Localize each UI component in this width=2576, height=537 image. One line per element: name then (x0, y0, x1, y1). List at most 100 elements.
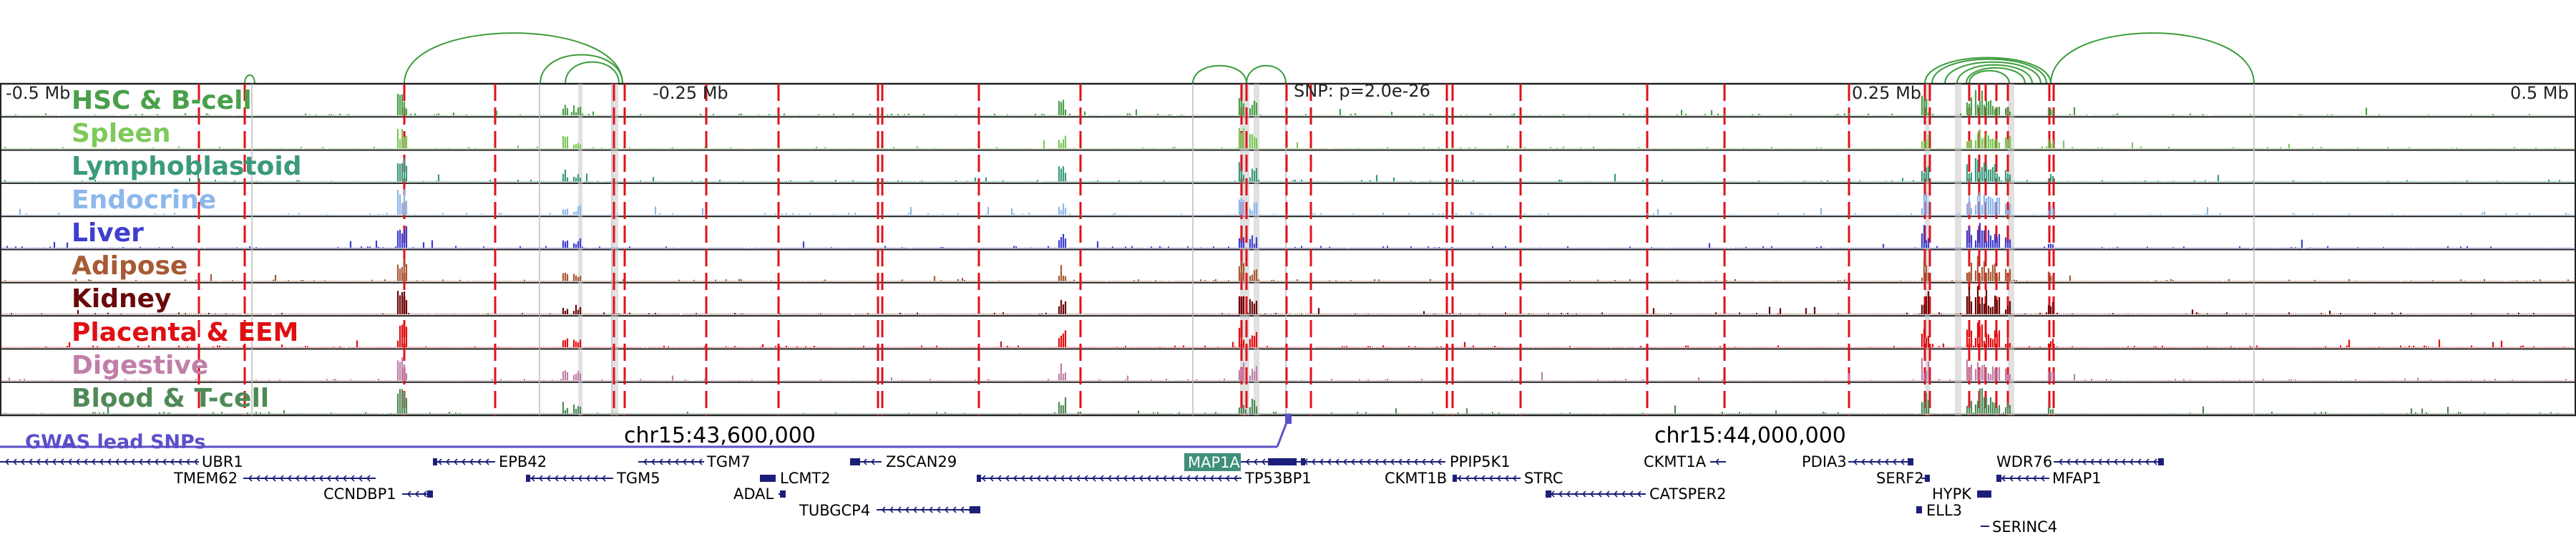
svg-text:PDIA3: PDIA3 (1802, 453, 1847, 470)
strand-arrow (154, 458, 159, 465)
svg-text:CKMT1B: CKMT1B (1385, 470, 1447, 487)
strand-arrow (2145, 458, 2150, 465)
strand-arrow (1170, 475, 1175, 482)
strand-arrow (303, 475, 308, 482)
strand-arrow (114, 458, 119, 465)
strand-arrow (1131, 475, 1136, 482)
gene-map1a: MAP1A (1184, 453, 1299, 471)
strand-arrow (99, 458, 104, 465)
strand-arrow (1083, 475, 1088, 482)
svg-text:LCMT2: LCMT2 (780, 470, 831, 487)
strand-arrow (91, 458, 96, 465)
strand-arrow (1900, 458, 1905, 465)
strand-arrow (1860, 458, 1865, 465)
coordinate-right: chr15:44,000,000 (1654, 423, 1846, 448)
strand-arrow (1892, 458, 1897, 465)
strand-arrow (1036, 475, 1041, 482)
strand-arrow (170, 458, 175, 465)
strand-arrow (271, 475, 276, 482)
svg-text:CATSPER2: CATSPER2 (1649, 485, 1726, 503)
coordinate-left: chr15:43,600,000 (624, 423, 816, 448)
strand-arrow (897, 506, 902, 513)
axis-label-center-left: -0.25 Mb (653, 83, 728, 103)
strand-arrow (1629, 490, 1634, 498)
strand-arrow (83, 458, 88, 465)
svg-text:TGM7: TGM7 (706, 453, 751, 470)
strand-arrow (1437, 458, 1442, 465)
signal-peak-series (1, 286, 2574, 315)
strand-arrow (1884, 458, 1889, 465)
strand-arrow (44, 458, 49, 465)
strand-arrow (658, 458, 663, 465)
strand-arrow (350, 475, 355, 482)
gene-zscan29: ZSCAN29 (850, 453, 957, 470)
gene-track: UBR1 EPB42 TGM7 ZSCAN29 MAP1A PPIP5K1 (0, 453, 2164, 536)
strand-arrow (690, 458, 695, 465)
strand-arrow (1488, 475, 1493, 482)
strand-arrow (162, 458, 167, 465)
coordinate-labels: chr15:43,600,000 chr15:44,000,000 (624, 423, 1846, 448)
strand-arrow (1253, 458, 1258, 465)
strand-arrow (952, 506, 957, 513)
gene-mfap1: MFAP1 (1996, 470, 2102, 487)
strand-arrow (593, 475, 598, 482)
gene-ubr1: UBR1 (0, 453, 243, 470)
strand-arrow (1581, 490, 1586, 498)
strand-arrow (1123, 475, 1128, 482)
snp-band (1925, 84, 1930, 415)
track-labels: HSC & B-cell Spleen Lymphoblastoid Endoc… (72, 86, 302, 413)
gene-hypk: HYPK (1932, 485, 1991, 503)
strand-arrow (477, 458, 482, 465)
strand-arrow (1013, 475, 1018, 482)
strand-arrow (1245, 458, 1250, 465)
svg-text:TGM5: TGM5 (616, 470, 660, 487)
track-label: Liver (72, 218, 144, 248)
signal-peak-series (1, 223, 2574, 248)
strand-arrow (2082, 458, 2087, 465)
strand-arrow (1303, 458, 1308, 465)
strand-arrow (1319, 458, 1324, 465)
strand-arrow (1550, 490, 1555, 498)
signal-peak-series (1, 322, 2574, 348)
strand-arrow (1091, 475, 1096, 482)
hic-arc (540, 54, 623, 84)
track-label: Spleen (72, 119, 171, 148)
strand-arrow (1020, 475, 1025, 482)
hic-arc (1944, 61, 2041, 84)
svg-text:ZSCAN29: ZSCAN29 (886, 453, 957, 470)
hic-arc (404, 32, 623, 84)
svg-text:WDR76: WDR76 (1996, 453, 2052, 470)
snp-band (578, 84, 582, 415)
strand-arrow (1504, 475, 1509, 482)
svg-text:MFAP1: MFAP1 (2052, 470, 2102, 487)
strand-arrow (177, 458, 182, 465)
strand-arrow (1405, 458, 1410, 465)
strand-arrow (1413, 458, 1418, 465)
strand-arrow (1154, 475, 1159, 482)
strand-arrow (130, 458, 135, 465)
strand-arrow (1597, 490, 1602, 498)
strand-arrow (601, 475, 606, 482)
svg-text:MAP1A: MAP1A (1188, 454, 1241, 471)
strand-arrow (862, 458, 867, 465)
signal-peak-series (1, 357, 2574, 381)
signal-peak-series (1, 90, 2574, 116)
signal-peak-series (1, 128, 2574, 149)
strand-arrow (279, 475, 284, 482)
strand-arrow (1146, 475, 1151, 482)
strand-arrow (146, 458, 151, 465)
strand-arrow (881, 506, 886, 513)
strand-arrow (1162, 475, 1167, 482)
strand-arrow (1566, 490, 1571, 498)
strand-arrow (2066, 458, 2071, 465)
strand-arrow (854, 458, 859, 465)
strand-arrow (650, 458, 655, 465)
axis-label-center-right: 0.25 Mb (1852, 83, 1921, 103)
strand-arrow (122, 458, 127, 465)
strand-arrow (1457, 475, 1462, 482)
strand-arrow (406, 490, 411, 498)
svg-text:ELL3: ELL3 (1926, 502, 1962, 519)
strand-arrow (1429, 458, 1434, 465)
track-label: Kidney (72, 284, 172, 314)
hic-arc (1924, 57, 2051, 84)
